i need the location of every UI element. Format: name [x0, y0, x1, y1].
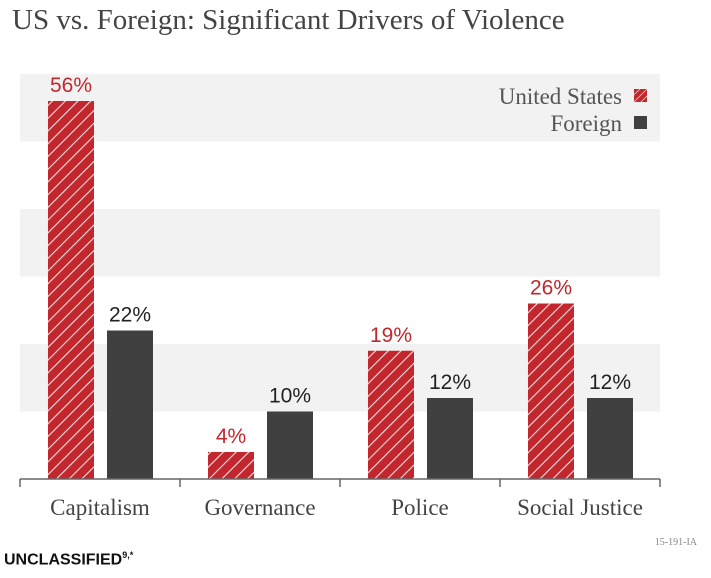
data-label: 12%	[429, 371, 471, 394]
legend-label: United States	[499, 84, 622, 109]
category-label: Police	[391, 495, 449, 520]
bar-us	[48, 101, 94, 479]
classification-superscript: 9,*	[122, 550, 134, 560]
bar-foreign	[587, 398, 633, 479]
bar-us	[528, 303, 574, 479]
grid-band	[20, 209, 660, 277]
bar-foreign	[107, 330, 153, 479]
data-label: 10%	[269, 385, 311, 408]
grid-band	[20, 74, 660, 142]
legend-swatch	[634, 89, 647, 102]
bar-foreign	[427, 398, 473, 479]
category-label: Social Justice	[517, 495, 643, 520]
bar-foreign	[267, 411, 313, 479]
bar-us	[368, 350, 414, 479]
classification-marking: UNCLASSIFIED9,*	[4, 550, 133, 569]
category-label: Capitalism	[50, 495, 150, 520]
classification-label: UNCLASSIFIED	[4, 551, 123, 569]
category-label: Governance	[204, 495, 315, 520]
data-label: 56%	[50, 74, 92, 97]
document-code: 15-191-IA	[654, 537, 697, 548]
data-label: 4%	[216, 425, 246, 448]
data-label: 19%	[370, 324, 412, 347]
legend-label: Foreign	[550, 111, 622, 136]
data-label: 12%	[589, 371, 631, 394]
chart-title: US vs. Foreign: Significant Drivers of V…	[12, 4, 565, 36]
legend-swatch	[634, 116, 647, 129]
data-label: 26%	[530, 277, 572, 300]
data-label: 22%	[109, 304, 151, 327]
bar-us	[208, 452, 254, 479]
